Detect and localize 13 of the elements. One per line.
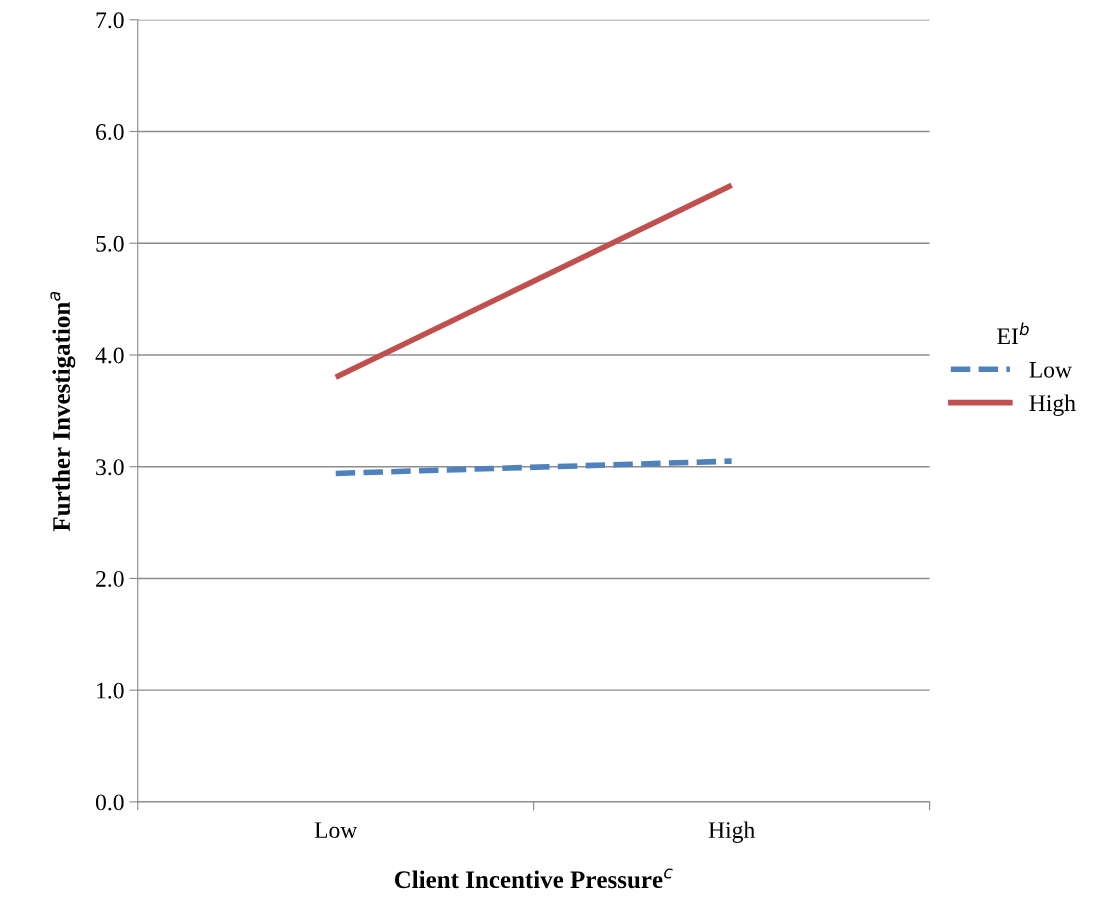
y-tick-label: 4.0 bbox=[95, 347, 124, 364]
y-tick-label: 7.0 bbox=[96, 12, 124, 29]
x-axis-title: Client Incentive Pressure$^{c}$ bbox=[394, 868, 673, 889]
y-tick-label: 5.0 bbox=[96, 235, 124, 252]
legend-label: Low bbox=[1029, 362, 1072, 378]
y-tick-label: 2.0 bbox=[96, 570, 124, 587]
y-axis-title: Further Investigation$^{a}$ bbox=[50, 291, 76, 532]
y-tick-label: 6.0 bbox=[96, 123, 124, 141]
legend-title: EI$^{b}$ bbox=[997, 322, 1029, 345]
legend-label: High bbox=[1029, 394, 1076, 416]
y-tick-label: 3.0 bbox=[96, 459, 124, 476]
y-tick-label: 0.0 bbox=[95, 794, 124, 811]
y-tick-label: 1.0 bbox=[97, 682, 124, 699]
